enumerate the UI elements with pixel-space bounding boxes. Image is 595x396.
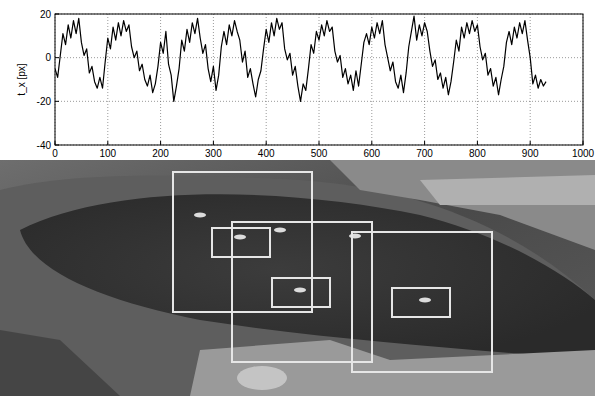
- y-axis-label: t_x [px]: [16, 63, 27, 95]
- tick: [319, 141, 320, 145]
- tick-label: 700: [416, 148, 433, 159]
- grid-line: [371, 14, 372, 145]
- data-line: [55, 16, 546, 101]
- tick-label: 20: [40, 9, 52, 20]
- photo-background: [0, 160, 595, 396]
- photo: [0, 160, 595, 396]
- tick: [55, 101, 59, 102]
- tick: [160, 141, 161, 145]
- tick-label: 0: [45, 52, 51, 63]
- tracking-box: [212, 228, 270, 257]
- tick-label: 100: [99, 148, 116, 159]
- instrument-top: [330, 160, 595, 250]
- grid-line: [424, 14, 425, 145]
- tracking-box: [173, 172, 312, 312]
- tick-label: 200: [152, 148, 169, 159]
- grid-line: [530, 14, 531, 145]
- specular-spot: [419, 298, 431, 303]
- tick-label: 900: [522, 148, 539, 159]
- chart-background: [0, 0, 595, 160]
- figure-svg: 0 100 200 300 400 500 600 700 800 900 1000 -40 -20 0 2…: [0, 0, 595, 396]
- tick-label: 500: [311, 148, 328, 159]
- tick: [477, 141, 478, 145]
- tissue-dark: [20, 194, 595, 360]
- axes: 0 100 200 300 400 500 600 700 800 900 1000 -40 -20 0 2…: [16, 9, 595, 160]
- tick: [55, 57, 59, 58]
- specular-spot: [349, 234, 361, 239]
- specular-spot: [194, 213, 206, 218]
- specular-spot: [234, 235, 246, 240]
- tick-label: -40: [37, 140, 52, 151]
- tick-label: 1000: [572, 148, 595, 159]
- specular-spot: [274, 228, 286, 233]
- grid-line: [319, 14, 320, 145]
- grid-line: [477, 14, 478, 145]
- plot-area: [55, 16, 546, 101]
- grid-line: [213, 14, 214, 145]
- tick: [530, 141, 531, 145]
- instrument-screw: [237, 366, 287, 390]
- tracking-box: [392, 288, 450, 317]
- tracking-box: [352, 232, 492, 372]
- instrument-bottom: [190, 340, 595, 396]
- plot-frame: [55, 14, 583, 145]
- tick-label: 0: [52, 148, 58, 159]
- figure: 0 100 200 300 400 500 600 700 800 900 1000 -40 -20 0 2…: [0, 0, 595, 396]
- grid-line: [107, 14, 108, 145]
- tick-label: 300: [205, 148, 222, 159]
- grid-line: [160, 14, 161, 145]
- tick: [107, 141, 108, 145]
- tracking-box: [272, 278, 330, 307]
- specular-spot: [294, 288, 306, 293]
- tick: [266, 141, 267, 145]
- tick-label: -20: [37, 96, 52, 107]
- tick-label: 600: [363, 148, 380, 159]
- tick: [371, 141, 372, 145]
- tick-label: 800: [469, 148, 486, 159]
- tick: [213, 141, 214, 145]
- tick: [424, 141, 425, 145]
- instrument-top-highlight: [420, 175, 595, 205]
- grid-line: [55, 101, 583, 102]
- shadow: [0, 330, 120, 396]
- tick-label: 400: [258, 148, 275, 159]
